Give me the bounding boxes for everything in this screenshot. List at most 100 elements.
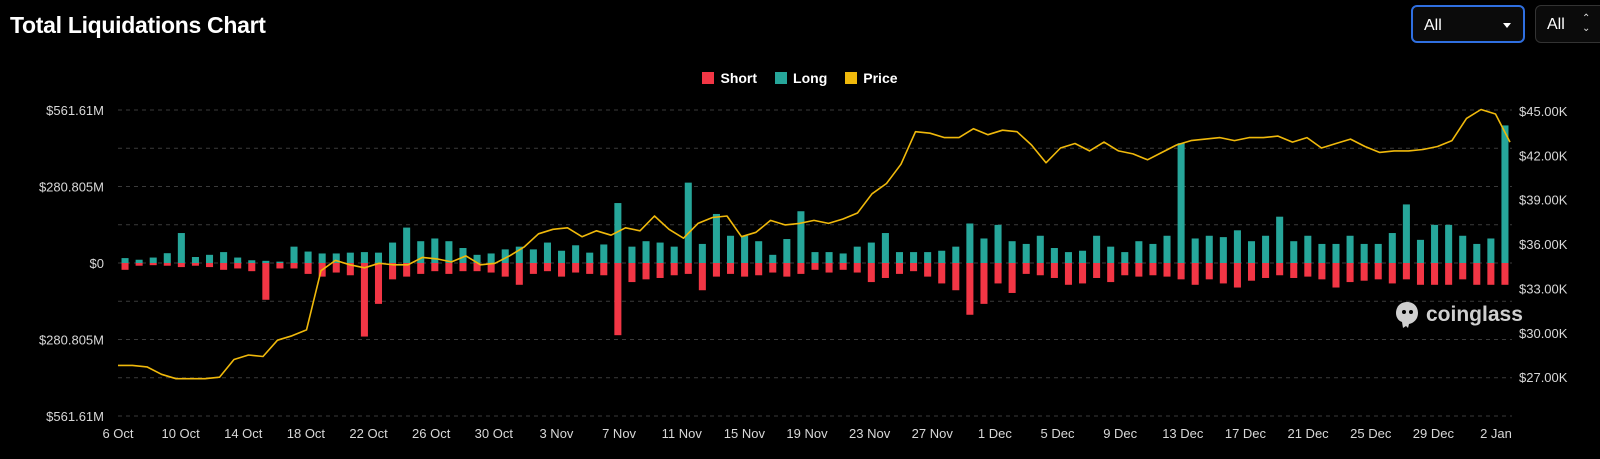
long-bar [1402,204,1410,263]
short-bar [1064,263,1072,285]
short-bar [1431,263,1439,285]
long-bar [1318,243,1326,263]
short-bar [290,263,298,269]
long-bar [220,252,228,263]
long-bar [712,213,720,263]
short-bar [1219,263,1227,284]
short-bar [515,263,523,285]
long-bar [459,248,467,263]
long-bar [1064,252,1072,263]
exchange-select[interactable]: All ⌃ ⌄ [1535,5,1600,43]
short-bar [374,263,383,304]
long-bar [318,253,326,263]
scope-select[interactable]: All [1411,5,1525,43]
long-bar [684,182,692,263]
short-bar [600,263,608,276]
short-bar [206,263,214,268]
short-bar [1473,263,1481,285]
scope-select-value: All [1424,17,1442,34]
short-bar [417,263,425,274]
long-bar [1445,224,1453,263]
short-bar [586,263,594,274]
long-bar [360,252,368,263]
coinglass-watermark: coinglass [1394,300,1523,330]
legend-item-long[interactable]: Long [775,70,827,86]
long-bar [276,261,284,263]
long-bar [403,227,411,263]
short-bar [403,263,411,277]
short-bar [726,263,735,274]
right-axis-tick-label: $39.00K [1519,193,1568,208]
short-bar [952,263,960,291]
short-bar [712,263,720,277]
long-bar [206,254,214,263]
short-bar [473,263,481,272]
short-bar [1459,263,1467,280]
long-bar [1276,216,1284,263]
long-bar [600,244,608,263]
long-bar [1262,235,1270,263]
x-axis-tick-label: 23 Nov [849,426,891,441]
short-bar [1276,263,1284,276]
left-axis-tick-label: $280.805M [39,333,104,348]
x-axis-tick-label: 5 Dec [1041,426,1075,441]
long-bar [769,254,777,263]
long-bar [642,241,650,263]
long-bar [1473,243,1481,263]
long-bar [924,252,932,263]
long-bar [1219,237,1227,263]
x-axis-tick-label: 3 Nov [539,426,573,441]
long-bar [445,241,453,263]
legend-label-price: Price [863,70,898,86]
long-bar [121,258,129,263]
watermark-text: coinglass [1426,303,1523,326]
short-bar [1107,263,1115,283]
short-bar [867,263,875,283]
x-axis-tick-label: 1 Dec [978,426,1012,441]
x-axis-tick-label: 27 Nov [912,426,954,441]
legend-item-short[interactable]: Short [702,70,757,86]
long-bar [966,223,974,263]
short-bar [1050,263,1058,278]
short-bar [1416,263,1424,285]
long-bar [1177,143,1185,263]
short-bar [1079,263,1087,284]
long-bar [741,235,749,263]
legend-label-long: Long [793,70,828,86]
long-bar [163,253,171,263]
long-bar [191,257,199,263]
long-bar [853,246,861,263]
up-down-chevron-icon: ⌃ ⌄ [1582,13,1591,34]
bar-series [121,125,1509,337]
short-bar [797,263,805,274]
long-bar [1191,238,1199,263]
right-axis-tick-label: $27.00K [1519,370,1568,385]
short-bar [783,263,791,277]
x-axis-tick-label: 10 Oct [161,426,200,441]
left-axis-tick-label: $280.805M [39,180,104,195]
short-bar [487,263,495,273]
x-axis-tick-label: 19 Nov [786,426,828,441]
short-bar [811,263,819,270]
exchange-select-value: All [1547,16,1565,33]
x-axis-tick-label: 25 Dec [1350,426,1392,441]
short-bar [1022,263,1030,274]
short-bar [220,263,228,270]
legend-item-price[interactable]: Price [845,70,898,86]
x-axis-tick-label: 6 Oct [102,426,133,441]
right-axis-tick-label: $30.00K [1519,326,1568,341]
short-bar [1093,263,1101,278]
short-bar [1374,263,1382,280]
long-bar [994,224,1002,263]
short-bar [769,263,777,273]
short-bar [741,263,749,277]
short-bar [881,263,889,278]
short-bar [459,263,467,272]
long-bar [572,245,580,263]
short-bar [262,263,270,300]
long-bar [783,239,791,263]
long-bar [1416,239,1424,263]
short-bar [853,263,861,273]
legend-swatch-short [702,72,715,84]
short-bar [698,263,706,291]
